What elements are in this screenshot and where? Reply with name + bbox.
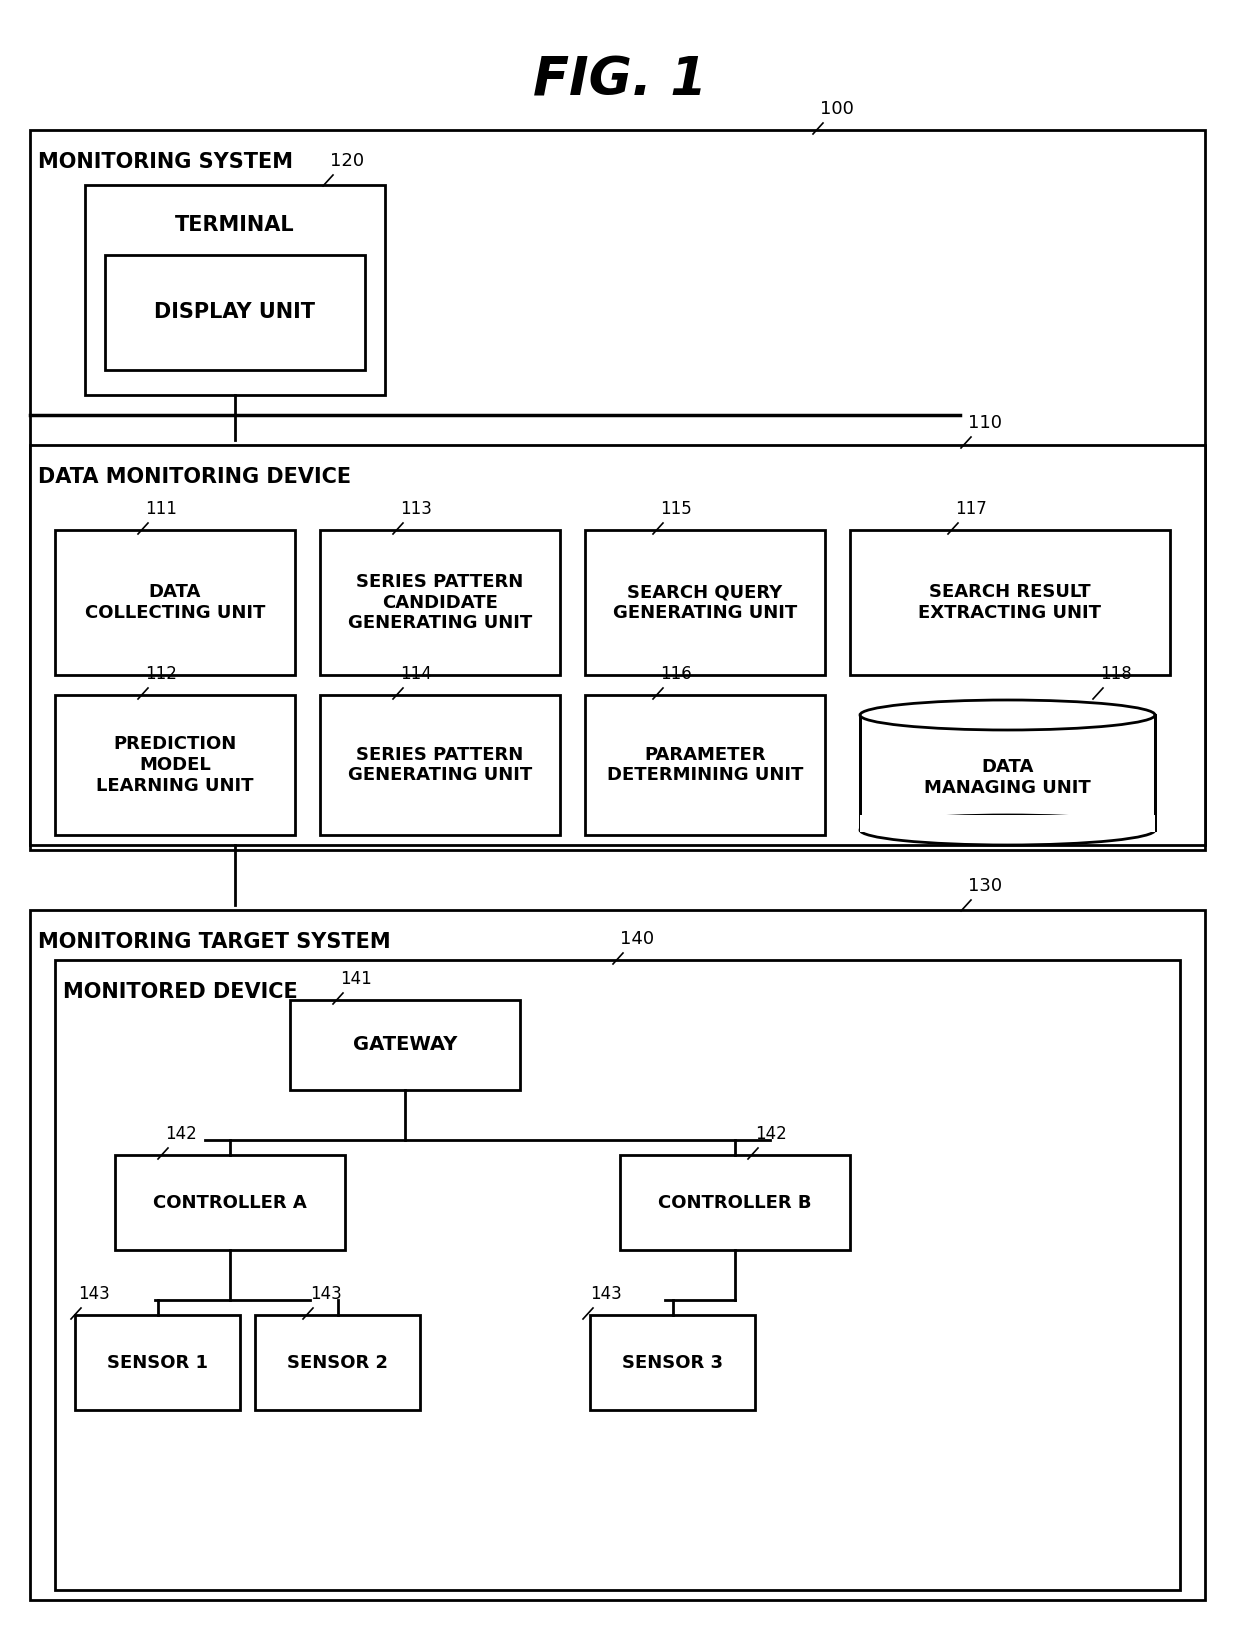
FancyBboxPatch shape xyxy=(115,1156,345,1250)
Text: DATA
MANAGING UNIT: DATA MANAGING UNIT xyxy=(924,758,1091,797)
Text: SENSOR 3: SENSOR 3 xyxy=(622,1353,723,1371)
FancyBboxPatch shape xyxy=(290,999,520,1090)
Text: 116: 116 xyxy=(660,665,692,683)
Text: DATA
COLLECTING UNIT: DATA COLLECTING UNIT xyxy=(84,584,265,623)
Text: 112: 112 xyxy=(145,665,177,683)
Text: CONTROLLER A: CONTROLLER A xyxy=(153,1193,306,1211)
Text: 143: 143 xyxy=(78,1284,110,1302)
Text: 114: 114 xyxy=(401,665,432,683)
Text: SENSOR 1: SENSOR 1 xyxy=(107,1353,208,1371)
FancyBboxPatch shape xyxy=(86,184,384,394)
FancyBboxPatch shape xyxy=(320,694,560,835)
Text: SENSOR 2: SENSOR 2 xyxy=(286,1353,388,1371)
FancyBboxPatch shape xyxy=(105,254,365,370)
Text: CONTROLLER B: CONTROLLER B xyxy=(658,1193,812,1211)
FancyBboxPatch shape xyxy=(585,530,825,675)
Text: SERIES PATTERN
GENERATING UNIT: SERIES PATTERN GENERATING UNIT xyxy=(348,745,532,784)
Text: 142: 142 xyxy=(165,1125,197,1143)
Text: PARAMETER
DETERMINING UNIT: PARAMETER DETERMINING UNIT xyxy=(606,745,804,784)
Ellipse shape xyxy=(861,699,1154,730)
Text: GATEWAY: GATEWAY xyxy=(353,1035,458,1055)
Text: 100: 100 xyxy=(820,99,854,117)
Text: MONITORING SYSTEM: MONITORING SYSTEM xyxy=(38,152,293,173)
Text: 110: 110 xyxy=(968,414,1002,432)
Ellipse shape xyxy=(861,815,1154,844)
Bar xyxy=(861,815,1154,831)
FancyBboxPatch shape xyxy=(30,445,1205,844)
Text: SERIES PATTERN
CANDIDATE
GENERATING UNIT: SERIES PATTERN CANDIDATE GENERATING UNIT xyxy=(348,572,532,632)
Text: 142: 142 xyxy=(755,1125,786,1143)
Text: 117: 117 xyxy=(955,500,987,518)
Text: 130: 130 xyxy=(968,877,1002,895)
FancyBboxPatch shape xyxy=(620,1156,849,1250)
Text: DISPLAY UNIT: DISPLAY UNIT xyxy=(155,303,315,323)
FancyBboxPatch shape xyxy=(590,1315,755,1410)
Text: 143: 143 xyxy=(590,1284,621,1302)
Text: DATA MONITORING DEVICE: DATA MONITORING DEVICE xyxy=(38,468,351,487)
Text: TERMINAL: TERMINAL xyxy=(175,215,295,235)
Text: MONITORED DEVICE: MONITORED DEVICE xyxy=(63,981,298,1002)
Text: 143: 143 xyxy=(310,1284,342,1302)
Text: FIG. 1: FIG. 1 xyxy=(533,55,707,108)
FancyBboxPatch shape xyxy=(585,694,825,835)
Text: 120: 120 xyxy=(330,152,365,170)
Text: 141: 141 xyxy=(340,970,372,988)
FancyBboxPatch shape xyxy=(320,530,560,675)
Text: 118: 118 xyxy=(1100,665,1132,683)
FancyBboxPatch shape xyxy=(30,910,1205,1601)
Text: PREDICTION
MODEL
LEARNING UNIT: PREDICTION MODEL LEARNING UNIT xyxy=(97,735,254,795)
Text: SEARCH QUERY
GENERATING UNIT: SEARCH QUERY GENERATING UNIT xyxy=(613,584,797,623)
Text: 113: 113 xyxy=(401,500,432,518)
Text: 140: 140 xyxy=(620,931,655,949)
Text: SEARCH RESULT
EXTRACTING UNIT: SEARCH RESULT EXTRACTING UNIT xyxy=(919,584,1101,623)
Text: MONITORING TARGET SYSTEM: MONITORING TARGET SYSTEM xyxy=(38,932,391,952)
FancyBboxPatch shape xyxy=(55,960,1180,1589)
FancyBboxPatch shape xyxy=(255,1315,420,1410)
FancyBboxPatch shape xyxy=(30,130,1205,849)
FancyBboxPatch shape xyxy=(74,1315,241,1410)
FancyBboxPatch shape xyxy=(55,530,295,675)
Bar xyxy=(861,716,1154,830)
FancyBboxPatch shape xyxy=(55,694,295,835)
FancyBboxPatch shape xyxy=(849,530,1171,675)
Text: 115: 115 xyxy=(660,500,692,518)
Text: 111: 111 xyxy=(145,500,177,518)
